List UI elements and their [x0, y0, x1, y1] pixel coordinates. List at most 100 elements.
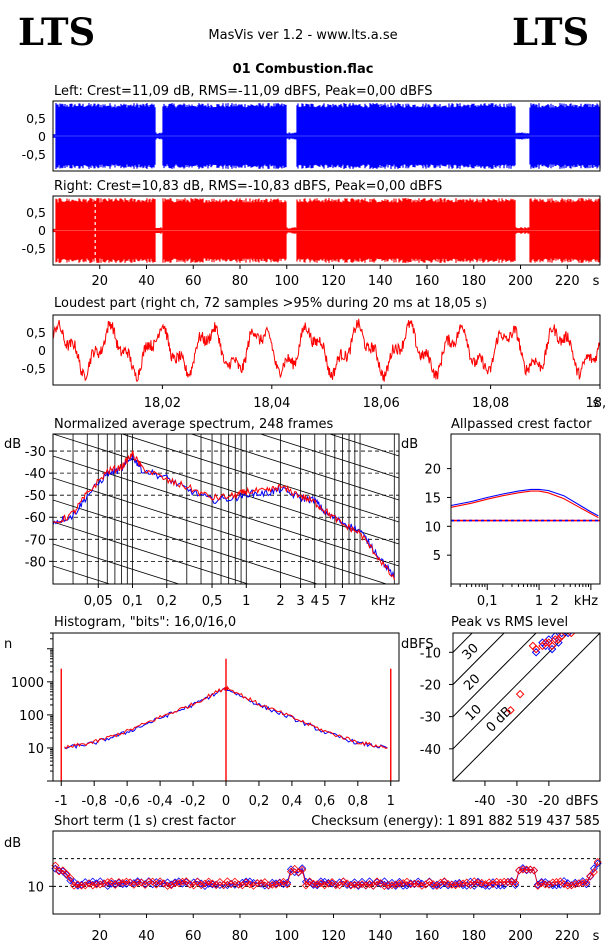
crest-series-left [450, 488, 599, 517]
y-tick-label: 10 [27, 880, 44, 895]
x-tick-label: 60 [185, 929, 202, 944]
x-tick-label: 220 [555, 929, 580, 944]
data-point-right [156, 877, 165, 886]
x-axis-label: dBFS [566, 794, 599, 809]
x-tick-label: 0,1 [122, 594, 143, 609]
loudest-part-panel: 0,5 0 -0,5 18,02 18,04 18,06 18,08 18,1 s [22, 314, 606, 411]
y-axis-label: dB [4, 437, 21, 452]
diagonal-label: 0 dB [484, 704, 516, 736]
data-point-right [294, 868, 303, 877]
histogram-title: Histogram, "bits": 16,0/16,0 [54, 615, 236, 630]
y-tick-label: 0,5 [26, 205, 46, 220]
data-point-right [197, 881, 206, 890]
data-point-right [129, 880, 138, 889]
data-point-right [547, 641, 557, 651]
crest-diagonal [453, 633, 600, 781]
diagonal-line [53, 543, 181, 584]
data-point-right [313, 880, 322, 889]
data-point-right [73, 880, 82, 889]
x-tick-label: 0,8 [347, 794, 368, 809]
x-tick-label: 160 [415, 274, 440, 289]
x-tick-label: 0,4 [282, 794, 303, 809]
data-point-right [343, 879, 352, 888]
data-point-right [436, 878, 445, 887]
y-tick-label: 0 [38, 129, 46, 144]
loudest-trace [52, 318, 601, 383]
data-point-right [81, 881, 90, 890]
diagonal-line [190, 434, 399, 501]
y-tick-label: 15 [424, 491, 441, 506]
x-tick-label: 0,6 [315, 794, 336, 809]
y-tick-label: -30 [25, 445, 46, 460]
x-tick-label: -20 [538, 794, 559, 809]
x-tick-label: 160 [415, 929, 440, 944]
x-tick-label: 2 [276, 594, 284, 609]
spectrum-panel: dB -30 -40 -50 -60 -70 -80 0,05 0,1 0,2 0,5 1 2 3 4 5… [4, 433, 400, 609]
x-tick-label: 5 [322, 594, 330, 609]
left-waveform-title: Left: Crest=11,09 dB, RMS=-11,09 dBFS, P… [54, 84, 433, 99]
data-point-right [257, 879, 266, 888]
x-tick-label: 120 [321, 929, 346, 944]
spectrum-title: Normalized average spectrum, 248 frames [54, 417, 333, 432]
x-tick-label: 200 [508, 274, 533, 289]
data-point-left [298, 864, 307, 873]
data-point-right [316, 879, 325, 888]
file-name: 01 Combustion.flac [233, 62, 374, 77]
y-axis-label: dB [401, 437, 418, 452]
y-axis-label: dB [4, 836, 21, 851]
data-point-right [537, 879, 546, 887]
data-point-right [399, 879, 408, 888]
x-tick-label: 1 [387, 794, 395, 809]
data-point-right [557, 633, 566, 641]
data-point-right [477, 878, 486, 887]
right-waveform-title: Right: Crest=10,83 dB, RMS=-10,83 dBFS, … [54, 179, 442, 194]
y-tick-label: -60 [25, 511, 46, 526]
logo-right: LTS [512, 10, 589, 54]
x-tick-label: -0,6 [114, 794, 139, 809]
x-tick-label: -0,2 [180, 794, 205, 809]
x-tick-label: 1 [535, 594, 543, 609]
data-point-right [506, 705, 515, 715]
data-point-right [174, 879, 183, 888]
diagonal-line [328, 434, 399, 457]
y-tick-label: 100 [19, 709, 44, 724]
peak-rms-title: Peak vs RMS level [451, 615, 568, 630]
diagonal-label: 30 [460, 641, 482, 663]
data-point-right [470, 877, 479, 886]
x-tick-label: 18,06 [363, 396, 400, 411]
x-tick-label: 40 [138, 274, 155, 289]
data-point-right [466, 881, 475, 890]
short-term-title: Short term (1 s) crest factor [54, 814, 236, 829]
x-tick-label: 100 [274, 929, 299, 944]
x-tick-label: 80 [232, 929, 249, 944]
spectrum-series-right [53, 450, 395, 580]
data-point-right [545, 880, 553, 889]
x-tick-label: 180 [461, 929, 486, 944]
data-point-right [421, 880, 430, 889]
data-point-right [126, 878, 135, 887]
y-tick-label: -40 [420, 743, 441, 758]
data-point-right [361, 881, 370, 890]
data-point-right [339, 877, 348, 886]
data-point-right [429, 880, 438, 889]
x-tick-label: 20 [91, 274, 108, 289]
diagonal-line [53, 477, 388, 584]
y-tick-label: 5 [433, 549, 441, 564]
data-point-left [380, 877, 389, 886]
diagonal-label: 10 [463, 702, 485, 724]
data-point-right [167, 881, 176, 890]
x-tick-label: 220 [555, 274, 580, 289]
x-tick-label: 18,1 [586, 396, 606, 411]
data-point-right [242, 878, 251, 887]
data-point-left [593, 859, 602, 868]
y-tick-label: -0,5 [22, 241, 46, 256]
data-point-right [566, 633, 576, 638]
crest-diagonal [453, 633, 505, 686]
y-axis-label: n [4, 637, 12, 652]
diagonal-line [53, 455, 399, 567]
crest-series-right [450, 490, 599, 519]
data-point-left [167, 880, 176, 889]
allpassed-panel: dB 20 15 10 5 0,1 1 2 kHz [401, 433, 601, 609]
